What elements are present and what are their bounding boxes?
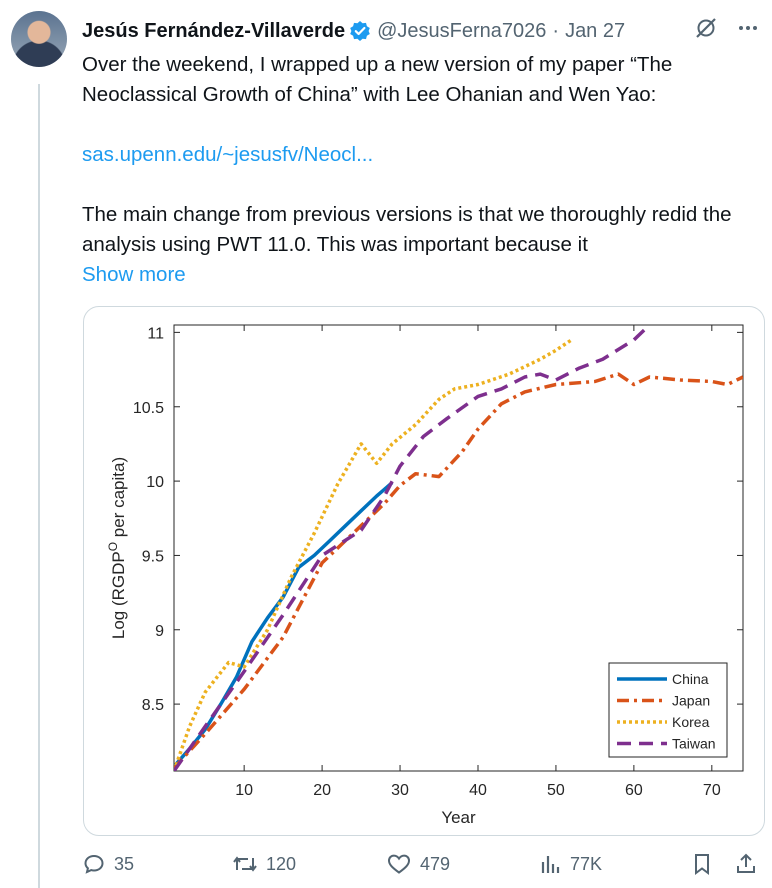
tweet-paragraph-2: The main change from previous versions i… [82, 203, 732, 256]
series-line-japan [174, 372, 743, 770]
verified-badge-icon[interactable] [349, 20, 371, 42]
analytics-icon [541, 856, 560, 873]
views-button[interactable]: 77K [538, 852, 602, 876]
series-line-korea [174, 338, 573, 771]
paper-link[interactable]: sas.upenn.edu/~jesusfv/Neocl... [82, 143, 374, 166]
thread-line [38, 84, 40, 888]
tweet-paragraph-1: Over the weekend, I wrapped up a new ver… [82, 53, 673, 106]
line-chart: 8.5 9 9.5 10 10.5 11 10 20 30 40 50 60 70 Year Log … [106, 324, 744, 827]
reply-button[interactable]: 35 [82, 852, 134, 876]
repost-icon [233, 856, 257, 872]
y-axis-label-sup: O [106, 542, 120, 551]
more-options-icon[interactable] [736, 16, 760, 45]
y-tick-label: 11 [147, 325, 164, 342]
action-bar: 35 120 479 77K [82, 852, 762, 888]
x-tick-label: 70 [703, 782, 721, 799]
legend-label: Korea [672, 714, 710, 730]
y-tick-label: 9.5 [142, 548, 164, 565]
chart-image[interactable]: 8.5 9 9.5 10 10.5 11 10 20 30 40 50 60 70 Year Log … [83, 306, 765, 836]
x-tick-label: 30 [391, 782, 409, 799]
share-button[interactable] [734, 852, 758, 876]
legend: China Japan Korea Taiwan [608, 662, 728, 758]
y-axis-label: Log (RGDPO per capita) [106, 457, 128, 639]
bookmark-button[interactable] [690, 852, 714, 876]
x-tick-label: 10 [235, 782, 253, 799]
x-axis-label: Year [441, 808, 476, 827]
share-icon [737, 853, 755, 873]
tweet-date[interactable]: Jan 27 [565, 19, 626, 42]
bookmark-icon [695, 854, 709, 875]
plot-frame [173, 324, 744, 772]
y-tick-label: 8.5 [142, 697, 164, 714]
y-axis-label-main: Log (RGDP [109, 551, 128, 639]
avatar[interactable] [11, 11, 67, 67]
y-axis-label-tail: per capita) [109, 457, 128, 542]
heart-icon [387, 854, 411, 874]
view-count: 77K [570, 853, 603, 874]
y-tick-label: 10 [146, 474, 164, 491]
author-name[interactable]: Jesús Fernández-Villaverde [82, 19, 346, 42]
reply-icon [84, 854, 104, 874]
header-icons [694, 16, 760, 45]
like-button[interactable]: 479 [386, 852, 450, 876]
repost-button[interactable]: 120 [232, 852, 296, 876]
tweet-text: Over the weekend, I wrapped up a new ver… [82, 50, 762, 290]
repost-count: 120 [266, 853, 297, 874]
grok-icon[interactable] [694, 16, 718, 45]
separator-dot: · [552, 19, 560, 42]
reply-count: 35 [114, 853, 135, 874]
author-handle[interactable]: @JesusFerna7026 [377, 19, 547, 42]
show-more-link[interactable]: Show more [82, 263, 186, 286]
x-tick-label: 20 [313, 782, 331, 799]
legend-label: Japan [672, 693, 710, 709]
like-count: 479 [420, 853, 451, 874]
tweet-header: Jesús Fernández-Villaverde @JesusFerna70… [82, 16, 760, 46]
y-tick-label: 9 [155, 623, 164, 640]
y-axis-ticks: 8.5 9 9.5 10 10.5 11 [133, 325, 743, 714]
x-tick-label: 60 [625, 782, 643, 799]
series-lines [174, 325, 743, 771]
legend-label: Taiwan [672, 736, 716, 752]
legend-label: China [672, 671, 709, 687]
x-tick-label: 40 [469, 782, 487, 799]
series-line-taiwan [174, 325, 651, 771]
x-axis-ticks: 10 20 30 40 50 60 70 [235, 325, 721, 799]
y-tick-label: 10.5 [133, 400, 164, 417]
x-tick-label: 50 [547, 782, 565, 799]
